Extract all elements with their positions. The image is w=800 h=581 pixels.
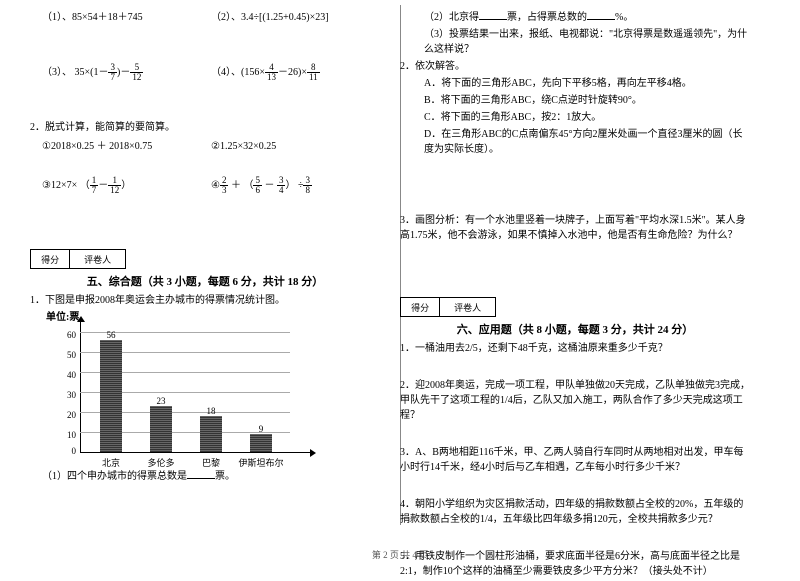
s5-q1: 1．下图是申报2008年奥运会主办城市的得票情况统计图。	[30, 293, 380, 308]
r1c: %。	[615, 12, 633, 23]
blank-bj-votes	[479, 10, 507, 20]
chart-bar	[150, 406, 172, 452]
ytick-label: 30	[60, 390, 76, 400]
q1d-pre: （4）、(156×	[211, 67, 265, 78]
r1: （2）北京得 票，占得票总数的 %。	[400, 10, 750, 25]
right-column: （2）北京得 票，占得票总数的 %。 （3）投票结果一出来，报纸、电视都说："北京得…	[400, 8, 750, 581]
bar-value-label: 56	[100, 330, 122, 340]
x-axis	[80, 452, 310, 453]
x-category-label: 巴黎	[186, 456, 236, 469]
q2-4-d: ） ÷	[285, 180, 303, 191]
r4: 3．画图分析：有一个水池里竖着一块牌子，上面写着"平均水深1.5米"。某人身高1…	[400, 213, 750, 243]
bar-value-label: 18	[200, 406, 222, 416]
q2-4: ④23 ＋ （56 － 34） ÷38	[211, 176, 380, 195]
x-category-label: 多伦多	[136, 456, 186, 469]
q2-4-a: ④	[211, 180, 220, 191]
ytick-label: 0	[60, 446, 76, 456]
r3c: C．将下面的三角形ABC，按2：1放大。	[400, 110, 750, 125]
q2-2: ②1.25×32×0.25	[211, 139, 380, 154]
page-container: （1）、85×54＋18＋745 （2）、3.4÷[(1.25+0.45)×23…	[0, 0, 800, 581]
score-label: 得分	[31, 250, 70, 268]
q1-3: （3）、 35×(1－37)－512	[42, 63, 211, 82]
q2-3-pre: ③12×7× （	[42, 180, 90, 191]
q2-3-end: ）	[121, 180, 131, 191]
scorebox-6: 得分 评卷人	[400, 297, 496, 317]
bar-value-label: 23	[150, 396, 172, 406]
ytick-label: 40	[60, 370, 76, 380]
chart-bar	[100, 340, 122, 452]
q2-4-b: ＋ （	[228, 180, 253, 191]
bar-chart: 单位:票 6050403020100 56北京23多伦多18巴黎9伊斯坦布尔	[60, 312, 340, 467]
q2-1: ①2018×0.25 ＋ 2018×0.75	[42, 139, 211, 154]
x-category-label: 伊斯坦布尔	[236, 456, 286, 469]
s6-4: 4．朝阳小学组织为灾区捐款活动，四年级的捐款数额占全校的20%，五年级的捐款数额…	[400, 497, 750, 527]
q1-2: （2）、3.4÷[(1.25+0.45)×23]	[211, 10, 380, 25]
r1a: （2）北京得	[424, 12, 479, 23]
q1c-pre: （3）、 35×(1－	[42, 67, 108, 78]
frac-3-7: 37	[108, 63, 117, 82]
frac-4-13: 413	[265, 63, 278, 82]
section-6-title: 六、应用题（共 8 小题，每题 3 分，共计 24 分）	[400, 321, 750, 337]
s5-q1-1b: 票。	[215, 471, 235, 482]
grader-label: 评卷人	[70, 250, 125, 268]
frac-5-6: 56	[253, 176, 262, 195]
q2-title: 2．脱式计算，能简算的要简算。	[30, 120, 380, 135]
frac-1-7: 17	[90, 176, 99, 195]
scorebox-5: 得分 评卷人	[30, 249, 126, 269]
frac-5-12: 512	[130, 63, 143, 82]
y-arrow-icon	[77, 316, 85, 322]
q1-row1: （1）、85×54＋18＋745 （2）、3.4÷[(1.25+0.45)×23…	[30, 8, 380, 27]
r2: （3）投票结果一出来，报纸、电视都说："北京得票是数遥遥领先"，为什么这样说？	[400, 27, 750, 57]
x-category-label: 北京	[86, 456, 136, 469]
q1-1: （1）、85×54＋18＋745	[42, 10, 211, 25]
q1d-mid: －26)×	[278, 67, 307, 78]
page-footer: 第 2 页 共 4 页	[0, 548, 800, 561]
x-arrow-icon	[310, 449, 316, 457]
frac-3-8: 38	[303, 176, 312, 195]
blank-bj-pct	[587, 10, 615, 20]
grader-label-6: 评卷人	[440, 298, 495, 316]
frac-1-12: 112	[108, 176, 121, 195]
s5-q1-1: （1）四个申办城市的得票总数是 票。	[30, 469, 380, 484]
chart-bar	[200, 416, 222, 452]
r3b: B．将下面的三角形ABC，绕C点逆时针旋转90°。	[400, 93, 750, 108]
q2-3-mid: －	[98, 180, 108, 191]
r3: 2．依次解答。	[400, 59, 750, 74]
s6-3: 3．A、B两地相距116千米，甲、乙两人骑自行车同时从两地相对出发，甲车每小时行…	[400, 445, 750, 475]
ytick-label: 20	[60, 410, 76, 420]
q2-4-c: －	[262, 180, 277, 191]
q2-row2: ③12×7× （17－112） ④23 ＋ （56 － 34） ÷38	[30, 174, 380, 197]
chart-unit-label: 单位:票	[46, 308, 79, 323]
r3d: D．在三角形ABC的C点南偏东45°方向2厘米处画一个直径3厘米的圆（长度为实际…	[400, 127, 750, 157]
q1-4: （4）、(156×413－26)×811	[211, 63, 380, 82]
chart-bar	[250, 434, 272, 452]
s6-2: 2．迎2008年奥运，完成一项工程，甲队单独做20天完成，乙队单独做完3完成，甲…	[400, 378, 750, 423]
score-label-6: 得分	[401, 298, 440, 316]
q1-row2: （3）、 35×(1－37)－512 （4）、(156×413－26)×811	[30, 61, 380, 84]
q1c-mid: )－	[117, 67, 130, 78]
ytick-label: 60	[60, 330, 76, 340]
r1b: 票，占得票总数的	[507, 12, 587, 23]
section-5-title: 五、综合题（共 3 小题，每题 6 分，共计 18 分）	[30, 273, 380, 289]
q2-3: ③12×7× （17－112）	[42, 176, 211, 195]
blank-total	[187, 469, 215, 479]
ytick-label: 10	[60, 430, 76, 440]
bar-value-label: 9	[250, 424, 272, 434]
frac-8-11: 811	[307, 63, 320, 82]
left-column: （1）、85×54＋18＋745 （2）、3.4÷[(1.25+0.45)×23…	[30, 8, 380, 581]
ytick-label: 50	[60, 350, 76, 360]
s6-1: 1．一桶油用去2/5，还剩下48千克，这桶油原来重多少千克？	[400, 341, 750, 356]
s5-q1-1a: （1）四个申办城市的得票总数是	[42, 471, 187, 482]
q2-row1: ①2018×0.25 ＋ 2018×0.75 ②1.25×32×0.25	[30, 137, 380, 156]
r3a: A．将下面的三角形ABC，先向下平移5格，再向左平移4格。	[400, 76, 750, 91]
